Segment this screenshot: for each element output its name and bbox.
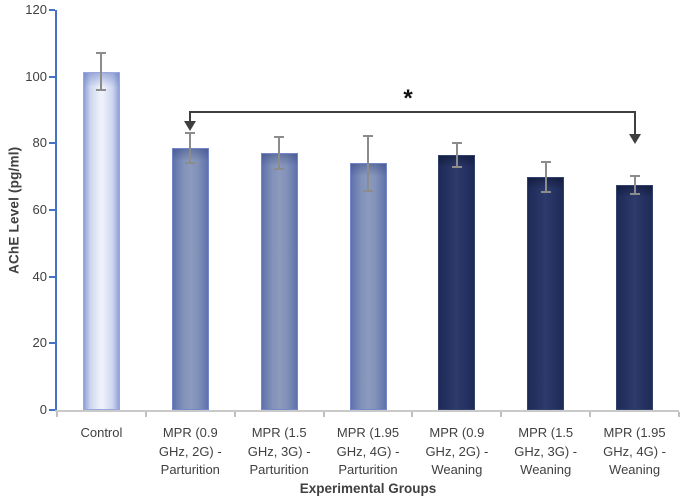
y-tick-mark [49, 75, 55, 78]
y-tick-label: 60 [32, 202, 47, 217]
error-bar-cap [96, 89, 107, 91]
x-category-tick [500, 412, 503, 417]
x-category-label: MPR (1.5 GHz, 3G) - Weaning [514, 425, 578, 477]
error-bar-whisker [544, 161, 547, 192]
significance-asterisk: * [403, 85, 413, 112]
error-bar-cap [629, 193, 640, 196]
y-tick-mark [49, 409, 55, 411]
x-category-label: Control [80, 425, 123, 440]
y-tick-label: 120 [25, 2, 47, 17]
error-bar-whisker [189, 133, 192, 164]
bar-control-0 [82, 71, 120, 410]
y-tick-mark [49, 9, 55, 11]
error-bar-whisker [100, 53, 103, 90]
y-tick-label: 80 [32, 135, 47, 151]
bar-parturition-2 [260, 153, 298, 410]
x-axis-labels: Control MPR (0.9 GHz, 2G) - Parturition MP… [57, 424, 679, 480]
x-category-label: MPR (1.95 GHz, 4G) - Parturition [336, 425, 400, 477]
y-tick-label: 0 [39, 402, 47, 417]
arrow-down-right-icon [628, 134, 641, 144]
x-category-label: MPR (1.5 GHz, 3G) - Parturition [247, 425, 311, 477]
plot-area: * [49, 9, 679, 412]
x-category-label: MPR (0.9 GHz, 2G) - Weaning [425, 425, 489, 477]
arrow-down-left-icon [184, 121, 197, 131]
error-bar-whisker [633, 175, 636, 195]
x-category-label: MPR (1.95 GHz, 4G) - Weaning [603, 425, 666, 477]
error-bar-cap [363, 134, 373, 137]
y-tick-label: 100 [25, 68, 47, 84]
y-axis-line [55, 10, 57, 412]
error-bar-cap [185, 132, 196, 135]
error-bar-cap [274, 136, 285, 139]
bracket-left-drop [189, 111, 192, 122]
x-category-tick [56, 412, 58, 417]
bracket-right-drop [633, 111, 636, 135]
x-category-tick [144, 412, 147, 417]
bar-weaning-6 [616, 185, 654, 410]
y-tick-mark [49, 142, 55, 145]
error-bar-cap [96, 52, 107, 55]
bracket-line [190, 111, 635, 113]
x-axis-line [55, 410, 679, 412]
bar-parturition-3 [349, 163, 387, 410]
error-bar-whisker [455, 143, 458, 167]
y-tick-label: 40 [32, 268, 47, 284]
x-category-tick [589, 412, 592, 417]
bar-weaning-4 [438, 155, 476, 410]
x-category-tick [322, 412, 325, 417]
x-category-tick [233, 412, 236, 417]
bar-parturition-1 [171, 148, 209, 410]
error-bar-cap [451, 165, 462, 168]
bar-weaning-5 [527, 176, 565, 410]
x-category-tick [678, 412, 680, 417]
error-bar-cap [629, 174, 640, 177]
error-bar-whisker [367, 135, 369, 191]
error-bar-whisker [278, 137, 281, 170]
y-tick-mark [49, 275, 55, 278]
x-category-tick [411, 412, 414, 417]
y-tick-mark [49, 209, 55, 211]
error-bar-cap [363, 190, 373, 192]
error-bar-cap [451, 142, 462, 145]
y-tick-mark [49, 342, 55, 345]
error-bar-cap [540, 160, 551, 163]
error-bar-cap [274, 168, 285, 171]
x-category-label: MPR (0.9 GHz, 2G) - Parturition [158, 425, 222, 477]
error-bar-cap [185, 162, 196, 165]
error-bar-cap [540, 190, 551, 193]
x-axis-title: Experimental Groups [299, 481, 437, 496]
y-tick-label: 20 [32, 335, 47, 351]
